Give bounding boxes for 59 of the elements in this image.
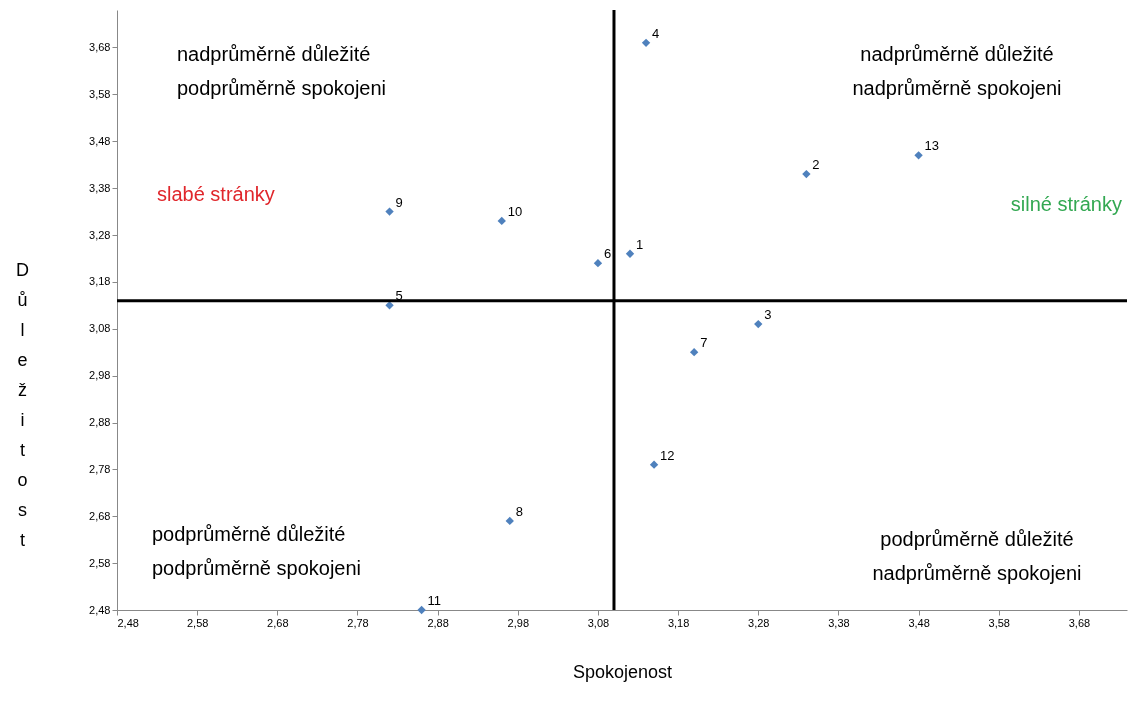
point	[641, 38, 651, 47]
point	[625, 249, 635, 258]
x-tick-label: 3,08	[587, 616, 610, 629]
annotation: nadprůměrně důležité nadprůměrně spokojeni	[852, 43, 1062, 99]
y-tick-label: 2,58	[89, 556, 111, 569]
annotation: 1	[636, 236, 644, 252]
x-tick-label: 2,48	[117, 616, 139, 629]
x-tick-label: 3,68	[1068, 616, 1091, 629]
y-tick-label: 3,18	[89, 275, 111, 288]
x-tick-label: 3,58	[988, 616, 1010, 629]
annotation: nadprůměrně důležité podprůměrně spokojeni	[177, 43, 387, 99]
x-tick-label: 3,38	[828, 616, 850, 629]
y-tick-label: 3,28	[89, 228, 111, 241]
point	[385, 207, 394, 216]
annotation: 2	[812, 157, 820, 173]
point	[689, 348, 699, 357]
annotation: podprůměrně důležité podprůměrně spokojeni	[152, 523, 362, 579]
point	[385, 301, 394, 310]
y-tick-label: 2,98	[89, 369, 111, 382]
y-tick-label: 2,48	[89, 603, 111, 616]
point	[914, 151, 923, 160]
point	[505, 516, 514, 526]
y-tick-label: 2,88	[89, 416, 111, 428]
point	[497, 216, 506, 226]
x-axis-title: Spokojenost	[572, 661, 673, 682]
x-tick-label: 3,48	[908, 616, 930, 629]
x-tick-label: 2,58	[186, 616, 209, 629]
annotation: 3	[764, 307, 772, 323]
y-tick-label: 2,68	[89, 509, 111, 522]
annotation: 9	[395, 194, 403, 210]
y-tick-label: 3,58	[89, 87, 111, 100]
point	[417, 605, 426, 615]
text: Důležitost	[16, 259, 29, 550]
annotation: podprůměrně důležité nadprůměrně spokojeni	[872, 528, 1082, 584]
annotation: 10	[507, 203, 523, 219]
x-tick-label: 3,18	[667, 616, 690, 629]
annotation: 12	[660, 447, 675, 463]
annotation: 11	[427, 593, 442, 608]
annotation: 6	[603, 246, 612, 262]
annotation: silné stránky	[1010, 193, 1122, 215]
x-tick-label: 2,98	[507, 616, 529, 629]
annotation: 8	[515, 503, 524, 519]
y-tick-label: 3,48	[89, 134, 111, 147]
point	[802, 169, 811, 179]
x-tick-label: 2,68	[267, 616, 289, 629]
y-tick-label: 3,68	[89, 41, 111, 53]
y-tick-label: 2,78	[89, 462, 111, 475]
point	[754, 319, 763, 329]
annotation: slabé stránky	[157, 183, 275, 205]
point	[593, 258, 603, 268]
annotation: 7	[700, 335, 708, 351]
point	[649, 460, 659, 469]
x-tick-label: 3,28	[748, 616, 770, 629]
annotation: 4	[652, 25, 660, 41]
x-tick-label: 2,88	[427, 616, 449, 629]
y-tick-label: 3,08	[89, 322, 111, 335]
annotation: 13	[924, 138, 940, 154]
x-tick-label: 2,78	[347, 616, 369, 629]
y-tick-label: 3,38	[89, 181, 111, 194]
